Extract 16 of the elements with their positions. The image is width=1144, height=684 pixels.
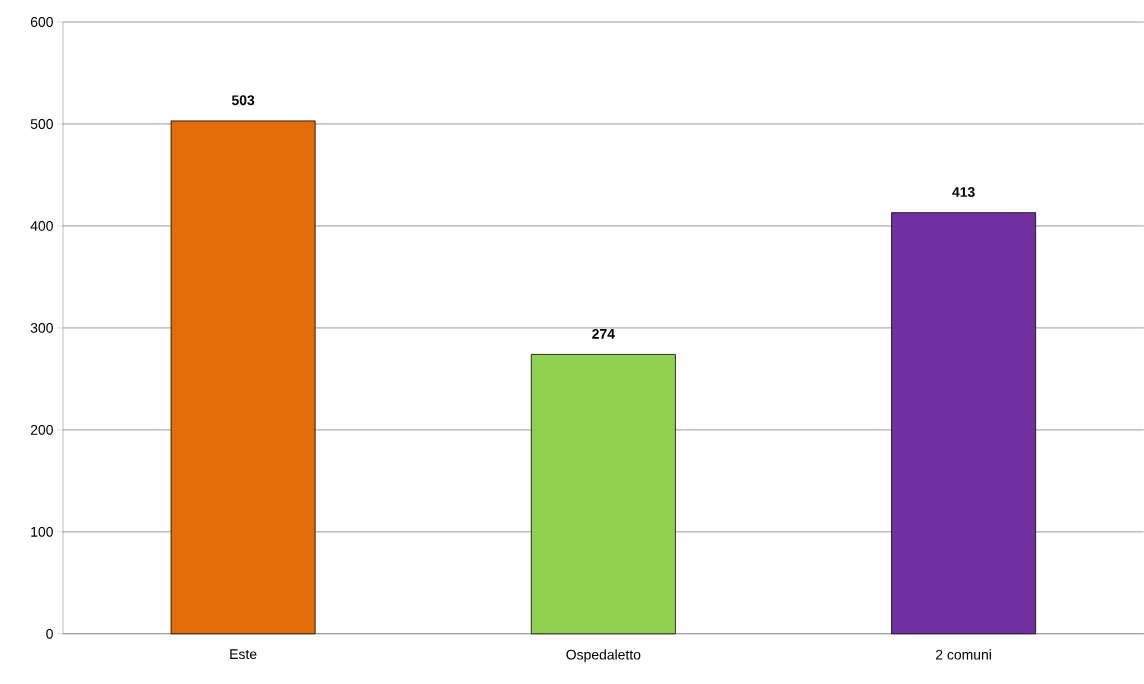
data-label: 274	[592, 329, 615, 339]
bar	[170, 120, 316, 635]
y-tick-label: 0	[46, 628, 53, 639]
x-tick-label: 2 comuni	[936, 649, 991, 660]
x-tick-label: Ospedaletto	[566, 649, 641, 663]
y-tick-label: 500	[30, 119, 53, 129]
data-label: 413	[952, 187, 975, 198]
bar	[891, 212, 1037, 635]
y-tick-label: 600	[30, 17, 53, 28]
y-tick-label: 400	[30, 221, 53, 231]
y-tick-label: 200	[30, 425, 53, 435]
y-tick-label: 100	[31, 527, 53, 537]
data-label: 503	[231, 95, 255, 106]
x-tick-label: Este	[230, 649, 257, 660]
bar	[530, 354, 676, 635]
y-tick-label: 300	[30, 323, 53, 333]
